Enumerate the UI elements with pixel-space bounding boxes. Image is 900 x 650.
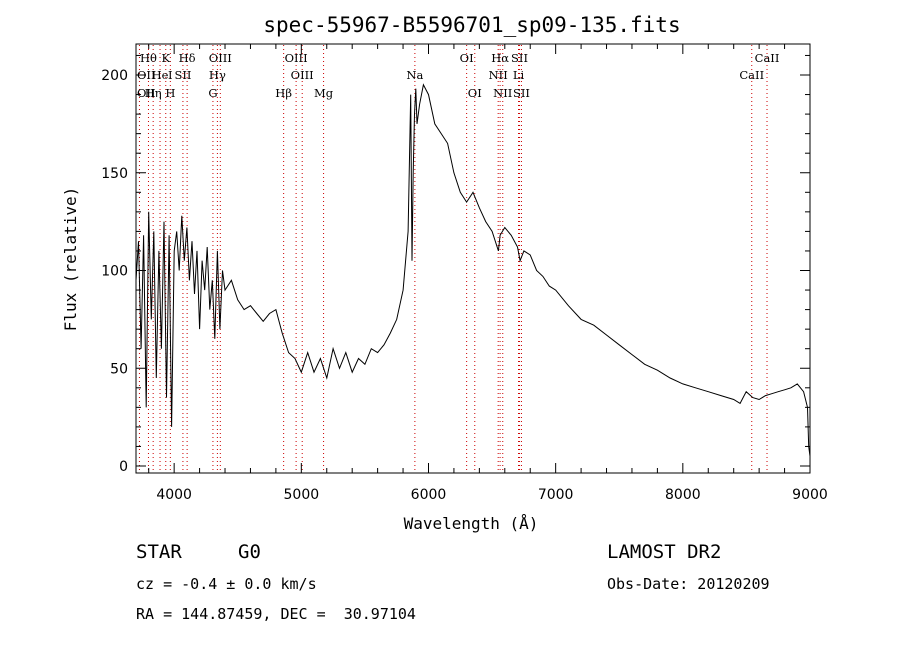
spectral-line-label: CaII: [755, 51, 780, 65]
spectral-line-label: Hθ: [140, 51, 157, 65]
spectral-line-label: H: [165, 86, 175, 100]
x-tick-label: 9000: [792, 487, 828, 503]
spectral-line-label: SII: [511, 51, 528, 65]
spectral-line-label: OII: [137, 86, 156, 100]
spectral-line-label: NII: [489, 68, 508, 82]
object-class: STAR: [136, 541, 182, 563]
plot-frame: [135, 43, 811, 474]
spectral-line-label: OI: [468, 86, 482, 100]
spectral-line-label: Hδ: [179, 51, 196, 65]
y-tick-label: 0: [119, 459, 128, 475]
spectral-line-label: SII: [513, 86, 530, 100]
x-tick-label: 5000: [284, 487, 320, 503]
spectral-line-label: OIII: [209, 51, 232, 65]
spectrum-series-line: [135, 83, 811, 457]
spectral-line-label: Hη: [145, 86, 162, 100]
spectral-line-label: SII: [174, 68, 191, 82]
spectral-line-label: Hγ: [209, 68, 226, 82]
spectral-line-label: K: [161, 51, 170, 65]
x-tick-label: 6000: [411, 487, 447, 503]
y-tick-label: 200: [101, 68, 128, 84]
spectral-line-label: NII: [493, 86, 512, 100]
x-tick-label: 4000: [156, 487, 192, 503]
spectral-line-label: CaII: [739, 68, 764, 82]
x-tick-label: 8000: [665, 487, 701, 503]
spectral-line-label: Li: [513, 68, 525, 82]
spectral-line-label: Hβ: [275, 86, 292, 100]
x-tick-label: 7000: [538, 487, 574, 503]
spectral-line-label: Hα: [491, 51, 509, 65]
spectral-line-label: He: [152, 68, 169, 82]
spectral-line-label: Na: [406, 68, 423, 82]
x-axis-label: Wavelength (Å): [404, 514, 539, 533]
spectral-line-label: OIII: [285, 51, 308, 65]
survey-name: LAMOST DR2: [607, 541, 722, 563]
object-subclass: G0: [238, 541, 261, 563]
y-tick-label: 150: [101, 166, 128, 182]
spectral-line-label: G: [208, 86, 217, 100]
spectral-line-label: OIII: [291, 68, 314, 82]
coordinates-text: RA = 144.87459, DEC = 30.97104: [136, 605, 416, 623]
y-tick-label: 100: [101, 264, 128, 280]
y-tick-label: 50: [110, 361, 128, 377]
spectral-line-label: Mg: [314, 86, 334, 100]
spectral-line-label: I: [168, 68, 173, 82]
y-axis-ticks: 0 50 100 150 200: [101, 54, 810, 475]
redshift-text: cz = -0.4 ± 0.0 km/s: [136, 575, 317, 593]
x-axis-ticks: 4000 5000 6000 7000 8000 9000: [148, 44, 828, 503]
y-axis-label: Flux (relative): [61, 187, 80, 332]
spectral-line-label: OII: [137, 68, 156, 82]
obs-date-text: Obs-Date: 20120209: [607, 575, 770, 593]
chart-title: spec-55967-B5596701_sp09-135.fits: [263, 13, 680, 37]
spectral-line-label: OI: [460, 51, 474, 65]
spectral-line-markers: [138, 45, 768, 472]
